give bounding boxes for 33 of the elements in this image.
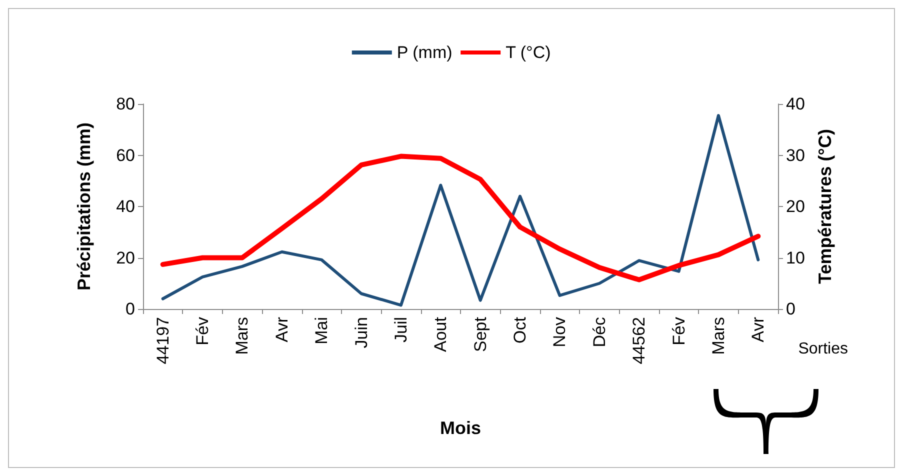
y-tick-label: 0 [126,300,135,318]
y2-axis-title: Températures (°C) [815,129,835,284]
x-tick-label: Juin [352,317,371,348]
y-axis-title: Précipitations (mm) [74,122,94,291]
y2-tick-label: 40 [786,94,805,114]
y-tick-label: 40 [116,197,135,216]
legend-label: P (mm) [396,43,452,62]
y2-tick-label: 0 [786,300,796,318]
x-tick-label: Sept [470,316,490,352]
x-tick-label: Mars [232,317,252,355]
x-tick-label: Fév [193,316,212,346]
x-tick-label: Mars [708,317,728,355]
x-tick-label: Avr [748,316,768,342]
x-tick-label: Mai [312,317,332,344]
y-tick-label: 60 [116,146,135,165]
x-axis-title: Mois [440,418,482,438]
y2-tick-label: 30 [786,146,805,165]
x-tick-label: Oct [510,316,530,344]
y-tick-label: 80 [116,94,135,114]
y-tick-label: 20 [116,248,135,268]
x-tick-label: 44562 [630,317,649,364]
x-tick-label: Nov [550,316,570,348]
x-tick-label: Aout [431,316,450,352]
line-series [161,114,760,307]
x-tick-label: Avr [272,316,292,342]
x-tick-label: Juil [391,317,410,343]
x-tick-label: 44197 [153,317,172,364]
x-tick-label: Déc [590,316,609,348]
x-tick-label: Fév [669,316,688,346]
text: Sorties [798,340,848,358]
y2-tick-label: 10 [786,248,805,268]
y2-tick-label: 20 [786,197,805,216]
legend-label: T (°C) [506,43,551,62]
